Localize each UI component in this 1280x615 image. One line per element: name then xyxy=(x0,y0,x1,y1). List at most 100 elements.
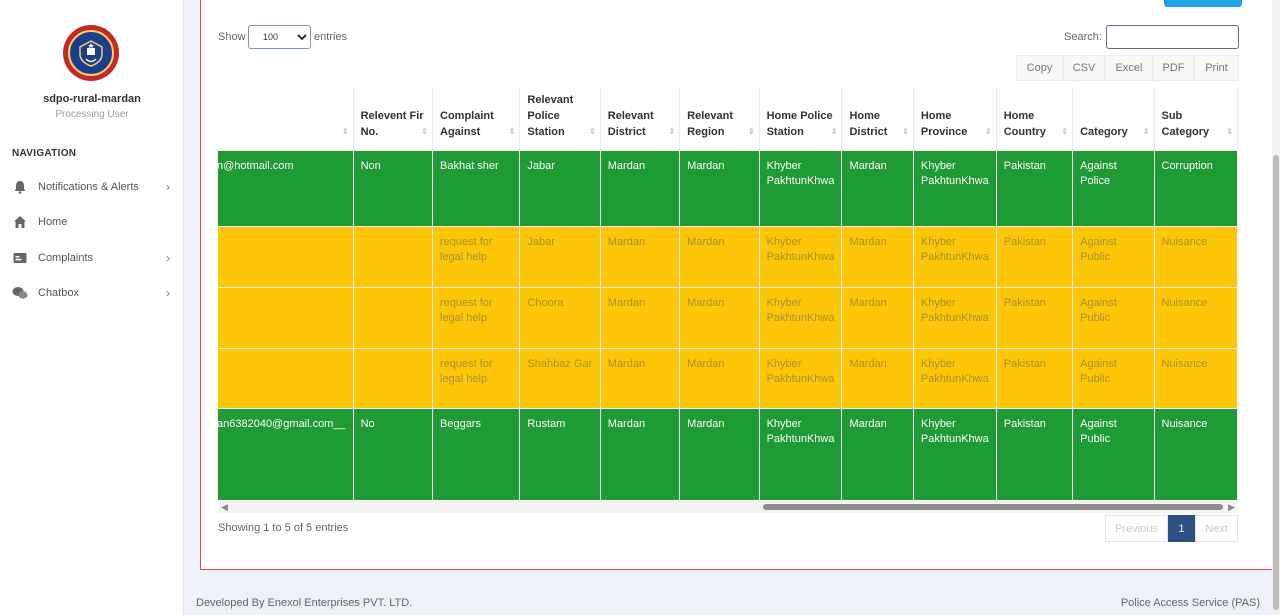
sort-icon: ⇕ xyxy=(985,126,992,136)
scroll-left-icon[interactable]: ◀ xyxy=(221,502,228,512)
table-cell: Mardan xyxy=(600,149,681,226)
table-cell xyxy=(218,347,354,408)
table-row[interactable]: an6382040@gmail.com__ No Beggars Rustam Mard… xyxy=(218,407,1238,500)
page-1-button[interactable]: 1 xyxy=(1168,515,1195,542)
column-header[interactable]: ⇕ xyxy=(218,87,354,150)
table-row[interactable]: request for legal help Jabar Mardan Mardan K… xyxy=(218,225,1238,287)
table-cell: Khyber PakhtunKhwa xyxy=(913,225,997,287)
table-cell: Mardan xyxy=(600,225,681,287)
table-cell: Against Public xyxy=(1072,225,1155,287)
sort-icon: ⇕ xyxy=(421,126,428,136)
sort-icon: ⇕ xyxy=(1061,126,1069,136)
nav-item-home[interactable]: Home xyxy=(12,212,176,232)
table-cell: Nuisance xyxy=(1154,407,1238,500)
footer-service: Police Access Service (PAS) xyxy=(1120,597,1260,609)
horizontal-scrollbar[interactable]: ◀ ▶ xyxy=(218,501,1238,513)
table-cell: Pakistan xyxy=(996,225,1074,287)
sort-icon: ⇕ xyxy=(747,126,755,136)
table-cell xyxy=(218,286,354,348)
chevron-right-icon: › xyxy=(166,286,170,300)
table-row[interactable]: request for legal help Choora Mardan Mardan… xyxy=(218,286,1238,348)
table-cell: Khyber PakhtunKhwa xyxy=(759,149,843,226)
table-cell: Mardan xyxy=(679,225,760,287)
table-cell: Rustam xyxy=(519,407,601,500)
column-header[interactable]: Sub Category ⇕ xyxy=(1154,87,1238,150)
home-icon xyxy=(12,214,28,230)
table-cell: Khyber PakhtunKhwa xyxy=(759,347,843,408)
nav-label: Notifications & Alerts xyxy=(38,181,139,193)
table-cell: request for legal help xyxy=(432,286,521,348)
table-cell: Mardan xyxy=(841,347,914,408)
sort-icon: ⇕ xyxy=(902,126,909,136)
nav-item-chatbox[interactable]: Chatbox › xyxy=(12,283,176,303)
table-cell: Mardan xyxy=(841,225,914,287)
entries-label: entries xyxy=(314,31,348,43)
table-cell: Mardan xyxy=(600,407,681,500)
column-header[interactable]: Complaint Against ⇕ xyxy=(432,87,521,150)
table-cell: Mardan xyxy=(679,286,760,348)
table-row[interactable]: n@hotmail.com Non Bakhat sher Jabar Mardan Ma… xyxy=(218,149,1238,226)
scrollbar-thumb[interactable] xyxy=(763,504,1223,510)
column-header[interactable]: Relevant District ⇕ xyxy=(600,87,681,150)
column-header[interactable]: Relevant Region ⇕ xyxy=(679,87,760,150)
scrollbar-thumb[interactable] xyxy=(1273,155,1279,610)
column-header[interactable]: Home Country ⇕ xyxy=(996,87,1074,150)
pdf-button[interactable]: PDF xyxy=(1153,55,1194,81)
table-cell: Against Public xyxy=(1072,286,1155,348)
table-cell: Khyber PakhtunKhwa xyxy=(759,286,843,348)
table-cell: Corruption xyxy=(1154,149,1238,226)
table-row[interactable]: request for legal help Shahbaz Gar Mardan M… xyxy=(218,347,1238,408)
vertical-scrollbar[interactable] xyxy=(1272,0,1280,615)
column-header[interactable]: Home Province ⇕ xyxy=(913,87,997,150)
previous-page-button[interactable]: Previous xyxy=(1105,515,1168,542)
table-cell: Jabar xyxy=(519,149,601,226)
column-header[interactable]: Category ⇕ xyxy=(1072,87,1155,150)
column-header[interactable]: Home Police Station ⇕ xyxy=(759,87,843,150)
table-cell: Shahbaz Gar xyxy=(519,347,601,408)
search-input[interactable] xyxy=(1106,25,1239,49)
nav-title: NAVIGATION xyxy=(12,148,77,159)
table-cell: Nuisance xyxy=(1154,225,1238,287)
complaints-table-container: ⇕ Relevent Fir No. ⇕ Complaint Against ⇕ R… xyxy=(218,87,1238,500)
csv-button[interactable]: CSV xyxy=(1063,55,1105,81)
complaints-table: ⇕ Relevent Fir No. ⇕ Complaint Against ⇕ R… xyxy=(218,87,1238,500)
sort-icon: ⇕ xyxy=(508,126,516,136)
table-cell: Pakistan xyxy=(996,347,1074,408)
nav-item-complaints[interactable]: Complaints › xyxy=(12,248,176,268)
user-role: Processing User xyxy=(55,109,129,120)
table-cell: Choora xyxy=(519,286,601,348)
table-cell: Pakistan xyxy=(996,407,1074,500)
table-cell: Mardan xyxy=(600,347,681,408)
table-cell: request for legal help xyxy=(432,347,521,408)
table-info: Showing 1 to 5 of 5 entries xyxy=(218,522,349,534)
print-button[interactable]: Print xyxy=(1194,55,1239,81)
top-action-button[interactable] xyxy=(1164,0,1242,7)
nav-item-notifications[interactable]: Notifications & Alerts › xyxy=(12,177,176,197)
table-cell: Jabar xyxy=(519,225,601,287)
table-cell xyxy=(353,286,434,348)
scroll-right-icon[interactable]: ▶ xyxy=(1228,502,1235,512)
column-header[interactable]: Relevant Police Station ⇕ xyxy=(519,87,601,150)
table-cell: Against Public xyxy=(1072,347,1155,408)
table-cell: Pakistan xyxy=(996,149,1074,226)
user-name: sdpo-rural-mardan xyxy=(43,93,141,105)
table-cell: Khyber PakhtunKhwa xyxy=(759,225,843,287)
table-cell: Mardan xyxy=(841,286,914,348)
table-cell: Non xyxy=(353,149,434,226)
chat-icon xyxy=(12,285,28,301)
next-page-button[interactable]: Next xyxy=(1195,515,1238,542)
table-cell: No xyxy=(353,407,434,500)
page-length-select[interactable]: 100 xyxy=(248,25,311,49)
table-cell: Mardan xyxy=(679,407,760,500)
excel-button[interactable]: Excel xyxy=(1105,55,1153,81)
table-cell: Mardan xyxy=(679,347,760,408)
sort-icon: ⇕ xyxy=(668,126,676,136)
column-header[interactable]: Relevent Fir No. ⇕ xyxy=(353,87,434,150)
table-cell: Mardan xyxy=(679,149,760,226)
table-cell: request for legal help xyxy=(432,225,521,287)
police-logo xyxy=(63,25,119,81)
column-header[interactable]: Home District ⇕ xyxy=(841,87,914,150)
copy-button[interactable]: Copy xyxy=(1016,55,1063,81)
table-cell: n@hotmail.com xyxy=(218,149,354,226)
sort-icon: ⇕ xyxy=(589,126,596,136)
